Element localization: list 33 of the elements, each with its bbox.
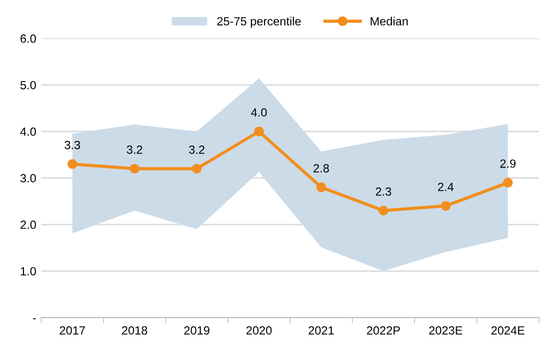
point: [192, 164, 202, 174]
y-tick-label: -: [32, 318, 36, 320]
y-tick-label: 4.0: [20, 127, 36, 136]
data-label: 3.2: [126, 145, 142, 154]
data-label: 4.0: [251, 108, 267, 117]
legend-label: Median: [370, 16, 408, 26]
x-tick-label: 2021: [308, 326, 334, 335]
x-tick-label: 2024E: [491, 326, 524, 335]
point: [316, 182, 326, 192]
x-tick-label: 2020: [246, 326, 272, 335]
y-tick-label: 1.0: [20, 267, 36, 276]
x-tick-label: 2017: [60, 326, 85, 335]
point: [68, 159, 78, 169]
x-tick-label: 2018: [122, 326, 148, 335]
data-label: 2.8: [314, 164, 329, 172]
point: [378, 206, 388, 216]
x-tick-label: 2019: [184, 326, 210, 335]
x-tick-label: 2023E: [429, 326, 462, 335]
data-label: 2.4: [438, 182, 454, 191]
data-label: 2.3: [376, 187, 392, 196]
legend-label: 25-75 percentile: [217, 16, 301, 28]
y-tick-label: 5.0: [20, 80, 36, 90]
data-label: 3.3: [64, 140, 80, 150]
y-tick-label: 3.0: [20, 174, 36, 182]
x-tick-label: 2022P: [366, 326, 400, 335]
point: [503, 178, 513, 188]
y-tick-label: 2.0: [20, 220, 36, 229]
data-label: 2.9: [500, 159, 516, 168]
data-label: 3.2: [189, 145, 204, 154]
y-tick-label: 6.0: [20, 34, 36, 43]
point: [440, 201, 451, 211]
point: [130, 164, 140, 174]
point: [254, 126, 264, 136]
